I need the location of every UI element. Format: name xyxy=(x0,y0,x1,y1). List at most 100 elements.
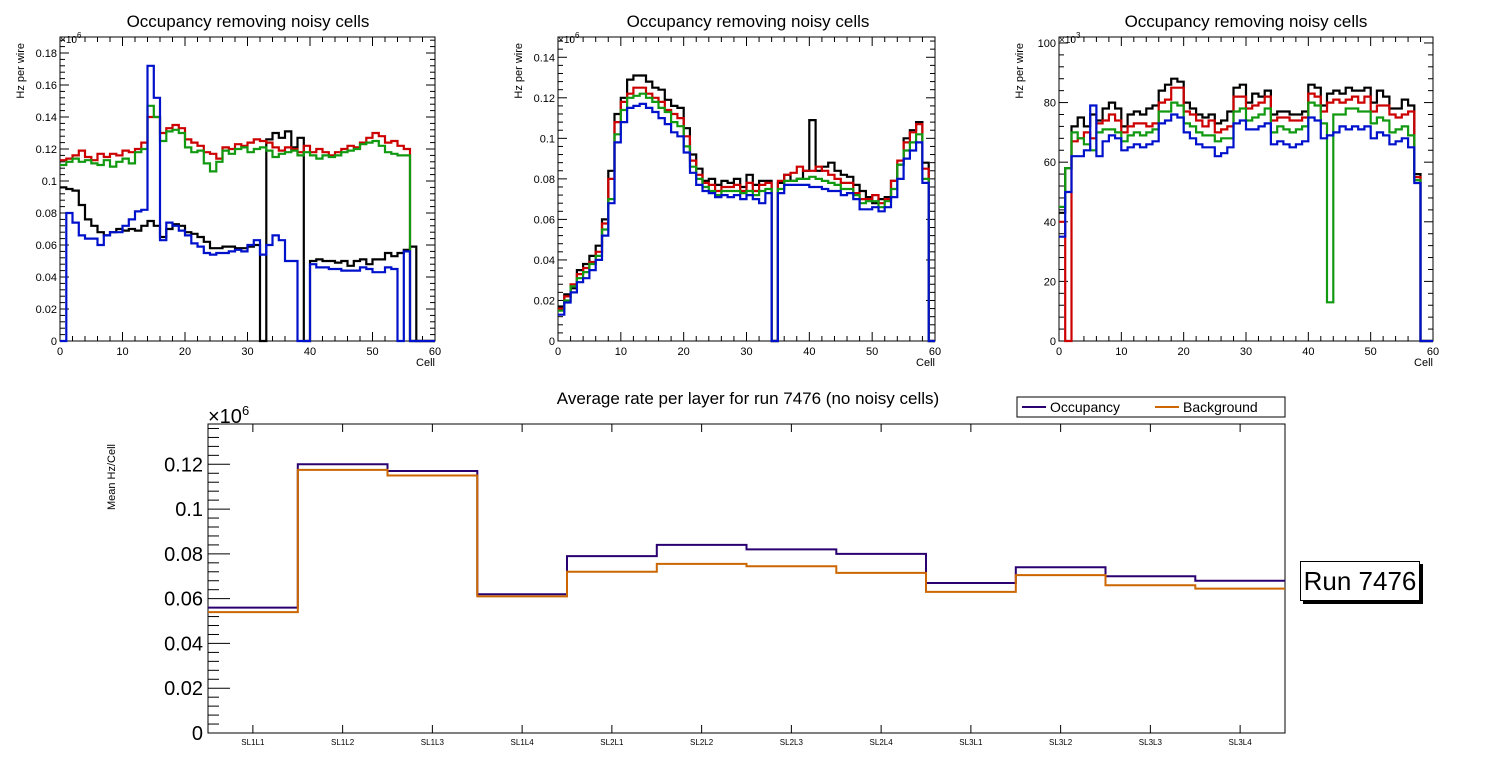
y-tick-label: 0.02 xyxy=(534,295,555,307)
x-category-label: SL3L1 xyxy=(959,738,983,747)
y-tick-label: 0.04 xyxy=(36,272,57,284)
x-axis-label: Cell xyxy=(916,357,935,369)
y-tick-label: 0.12 xyxy=(534,93,555,105)
y-tick-label: 0.1 xyxy=(540,133,555,145)
x-tick-label: 50 xyxy=(366,346,378,358)
axis-exponent: ×106 xyxy=(558,31,580,46)
y-axis-label: Mean Hz/Cell xyxy=(106,444,118,510)
legend-label-occupancy: Occupancy xyxy=(1050,399,1120,415)
series-l4-line xyxy=(1059,104,1433,343)
bottom-chart-title: Average rate per layer for run 7476 (no … xyxy=(557,389,939,408)
x-category-label: SL2L1 xyxy=(600,738,624,747)
x-category-label: SL3L2 xyxy=(1049,738,1073,747)
x-category-label: SL2L3 xyxy=(780,738,804,747)
y-tick-label: 0.16 xyxy=(36,80,57,92)
x-category-label: SL3L3 xyxy=(1139,738,1163,747)
axis-exponent-power: 3 xyxy=(1076,31,1081,40)
y-tick-label: 60 xyxy=(1044,157,1056,169)
x-axis-label: Cell xyxy=(1414,357,1433,369)
y-tick-label: 0.1 xyxy=(175,499,203,521)
x-tick-label: 10 xyxy=(1115,346,1127,358)
y-tick-label: 0.08 xyxy=(534,174,555,186)
x-tick-label: 10 xyxy=(116,346,128,358)
series-l3-line xyxy=(1059,101,1433,343)
y-tick-label: 0.1 xyxy=(42,176,57,188)
y-tick-label: 0.06 xyxy=(534,214,555,226)
x-tick-label: 40 xyxy=(304,346,316,358)
x-tick-label: 0 xyxy=(57,346,63,358)
series-l2-line xyxy=(558,86,935,343)
legend-box xyxy=(1016,396,1286,418)
x-category-label: SL1L3 xyxy=(421,738,445,747)
x-category-label: SL2L4 xyxy=(870,738,894,747)
x-tick-label: 20 xyxy=(678,346,690,358)
y-tick-label: 80 xyxy=(1044,98,1056,110)
x-tick-label: 60 xyxy=(929,346,941,358)
legend-label-background: Background xyxy=(1183,399,1258,415)
series-l3-line xyxy=(60,104,435,343)
x-category-label: SL2L2 xyxy=(690,738,714,747)
y-tick-label: 0.18 xyxy=(36,48,57,60)
x-tick-label: 30 xyxy=(241,346,253,358)
series-l4-line xyxy=(558,102,935,343)
x-tick-label: 60 xyxy=(429,346,441,358)
y-tick-label: 20 xyxy=(1044,276,1056,288)
y-tick-label: 0 xyxy=(1050,336,1056,348)
axis-exponent-power: 6 xyxy=(77,31,82,40)
y-tick-label: 100 xyxy=(1038,38,1056,50)
x-category-label: SL3L4 xyxy=(1229,738,1253,747)
y-tick-label: 0.12 xyxy=(36,144,57,156)
axis-exponent-power: 6 xyxy=(242,403,249,418)
y-tick-label: 0.06 xyxy=(164,589,203,611)
y-axis-label: Hz per wire xyxy=(1014,43,1026,99)
x-tick-label: 20 xyxy=(1178,346,1190,358)
series-background-line xyxy=(208,468,1285,614)
y-tick-label: 0.02 xyxy=(164,678,203,700)
x-category-label: SL1L4 xyxy=(511,738,535,747)
y-tick-label: 0.04 xyxy=(534,255,555,267)
x-tick-label: 50 xyxy=(1365,346,1377,358)
x-tick-label: 30 xyxy=(1240,346,1252,358)
x-category-label: SL1L1 xyxy=(241,738,265,747)
y-tick-label: 0 xyxy=(549,336,555,348)
panel-1-title: Occupancy removing noisy cells xyxy=(127,12,370,31)
y-tick-label: 0.08 xyxy=(36,208,57,220)
bottom-chart-frame xyxy=(207,423,1286,734)
run-label-box: Run 7476 xyxy=(1300,561,1420,601)
series-l2-line xyxy=(1059,86,1433,343)
panel-2-title: Occupancy removing noisy cells xyxy=(627,12,870,31)
series-l4-line xyxy=(60,64,435,343)
y-axis-label: Hz per wire xyxy=(15,43,27,99)
y-tick-label: 0.04 xyxy=(164,633,203,655)
legend: Occupancy Background xyxy=(1016,396,1286,418)
x-tick-label: 20 xyxy=(179,346,191,358)
axis-exponent-power: 6 xyxy=(575,31,580,40)
axis-exponent: ×103 xyxy=(1059,31,1081,46)
x-tick-label: 30 xyxy=(740,346,752,358)
y-tick-label: 0.14 xyxy=(534,52,555,64)
y-tick-label: 0.06 xyxy=(36,240,57,252)
y-tick-label: 0.12 xyxy=(164,454,203,476)
y-tick-label: 0 xyxy=(51,336,57,348)
series-l1-line xyxy=(1059,77,1433,343)
x-tick-label: 40 xyxy=(803,346,815,358)
x-tick-label: 40 xyxy=(1302,346,1314,358)
x-tick-label: 60 xyxy=(1427,346,1439,358)
x-tick-label: 10 xyxy=(615,346,627,358)
panel-1-frame xyxy=(59,36,436,342)
y-tick-label: 0 xyxy=(192,723,203,745)
y-axis-label: Hz per wire xyxy=(513,43,525,99)
axis-exponent: ×106 xyxy=(60,31,82,46)
panel-3-frame xyxy=(1058,36,1434,342)
x-tick-label: 50 xyxy=(866,346,878,358)
y-tick-label: 0.08 xyxy=(164,544,203,566)
x-tick-label: 0 xyxy=(555,346,561,358)
x-axis-label: Cell xyxy=(416,357,435,369)
y-tick-label: 0.14 xyxy=(36,112,57,124)
panel-3-title: Occupancy removing noisy cells xyxy=(1125,12,1368,31)
y-tick-label: 0.02 xyxy=(36,304,57,316)
y-tick-label: 40 xyxy=(1044,217,1056,229)
x-tick-label: 0 xyxy=(1056,346,1062,358)
x-category-label: SL1L2 xyxy=(331,738,355,747)
